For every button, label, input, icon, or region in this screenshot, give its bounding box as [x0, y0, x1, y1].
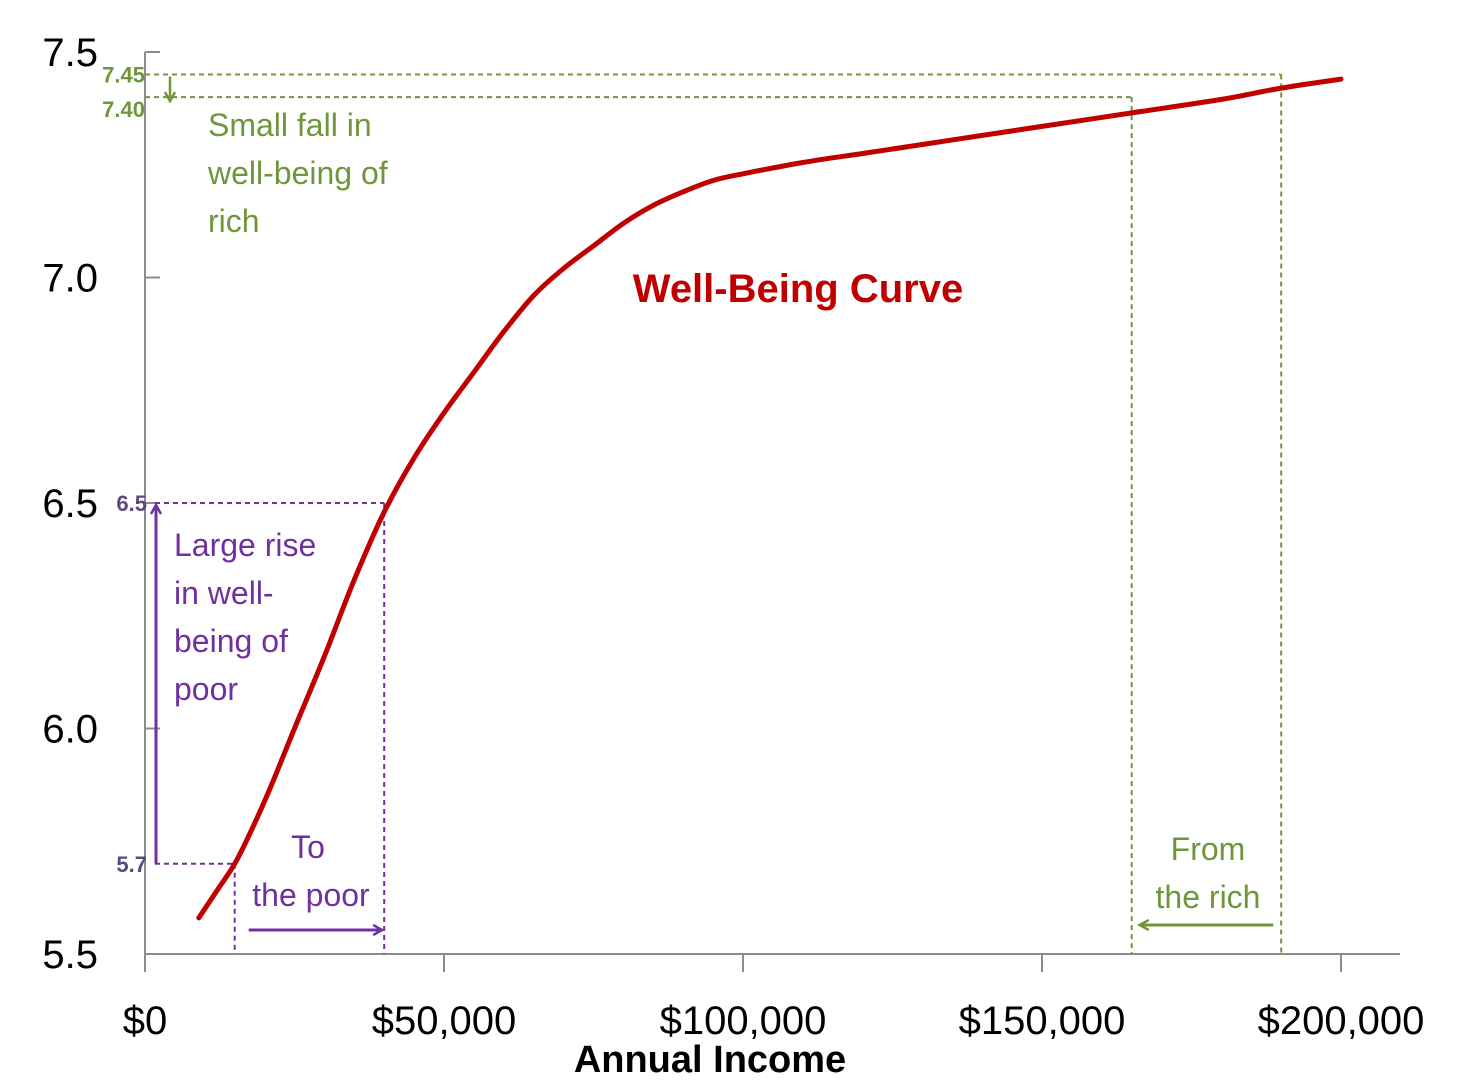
y-tick-label: 7.0	[42, 257, 98, 301]
rich-fall-text-line: Small fall in	[208, 107, 372, 143]
series-group: Well-Being Curve	[196, 76, 1344, 921]
poor-rise-text-line: in well-	[174, 575, 274, 611]
rich-fall-text-line: well-being of	[207, 155, 388, 191]
y-tick-label: 7.5	[42, 31, 98, 75]
y-tick-label: 6.5	[42, 482, 98, 526]
y-axis-ticks: 5.5 6.0 6.5 7.0 7.5	[42, 31, 160, 977]
poor-transfer-text-line: To	[291, 829, 325, 865]
poor-transfer-text-line: the poor	[252, 877, 370, 913]
annotations: 5.7 6.5 Large rise in well-being of poor To th…	[102, 63, 1283, 954]
y-tick-label: 5.5	[42, 933, 98, 977]
poor-rise-text-line: Large rise	[174, 527, 316, 563]
y-tick-label: 6.0	[42, 708, 98, 752]
x-tick-label: $50,000	[372, 999, 517, 1043]
poor-high-value-label: 6.5	[116, 491, 147, 516]
poor-rise-text-line: being of	[174, 623, 288, 659]
poor-rise-text-line: poor	[174, 671, 238, 707]
rich-fall-text-line: rich	[208, 203, 260, 239]
x-tick-label: $150,000	[959, 999, 1126, 1043]
rich-high-value-label: 7.45	[102, 63, 145, 88]
poor-low-value-label: 5.7	[116, 852, 147, 877]
rich-transfer-text-line: the rich	[1156, 879, 1261, 915]
x-tick-label: $100,000	[660, 999, 827, 1043]
x-axis-ticks: $0 $50,000 $100,000 $150,000 $200,000	[123, 954, 1425, 1043]
rich-transfer-text-line: From	[1171, 831, 1246, 867]
rich-low-value-label: 7.40	[102, 97, 145, 122]
well-being-curve-line	[196, 76, 1344, 921]
x-axis-label: Annual Income	[574, 1039, 846, 1081]
x-tick-label: $200,000	[1258, 999, 1425, 1043]
series-label-well-being-curve: Well-Being Curve	[633, 267, 963, 311]
x-tick-label: $0	[123, 999, 168, 1043]
